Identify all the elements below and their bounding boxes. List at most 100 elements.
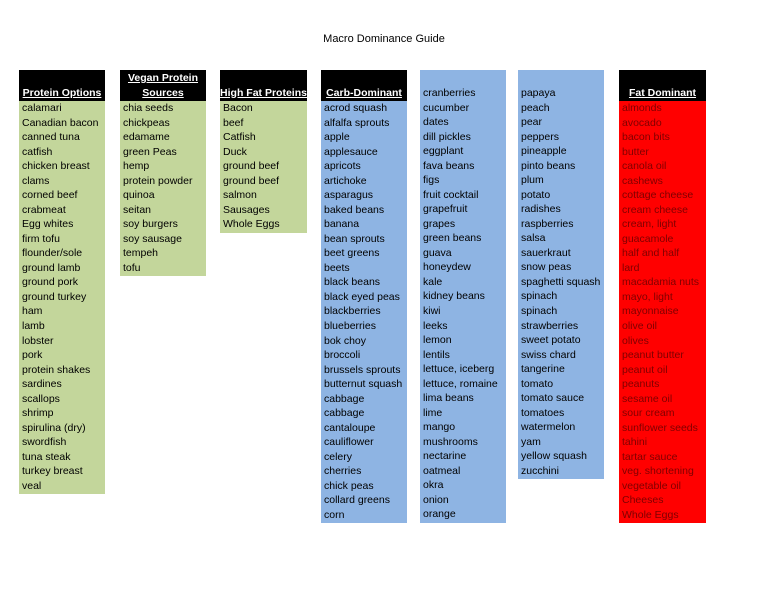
food-item: asparagus [324, 189, 374, 202]
food-item: tahini [622, 436, 648, 449]
food-item: cantaloupe [324, 421, 376, 434]
food-item: tempeh [123, 247, 159, 260]
food-item: brussels sprouts [324, 363, 401, 376]
food-item: bacon bits [622, 131, 670, 144]
food-item: canned tuna [22, 131, 80, 144]
column: Carb-Dominant acrod squash alfalfa sprouts… [321, 70, 407, 524]
food-item: acrod squash [324, 102, 388, 114]
food-item: tomato sauce [521, 392, 585, 405]
food-item: lard [622, 261, 640, 274]
food-item: corned beef [22, 189, 78, 202]
food-item: lamb [22, 319, 45, 332]
food-item: kidney beans [423, 290, 485, 303]
header-line: Vegan Protein [127, 72, 199, 84]
food-item: firm tofu [22, 232, 60, 245]
food-item: seitan [123, 203, 152, 216]
food-item: eggplant [423, 145, 464, 158]
food-item: Bacon [223, 102, 253, 114]
food-item: sardines [22, 378, 62, 391]
food-item: edamame [123, 131, 170, 144]
column-body: Bacon beef Catfish Duck ground beef ground be… [220, 101, 307, 233]
food-item: honeydew [423, 261, 471, 274]
food-item: soy sausage [123, 232, 182, 245]
food-item: ground beef [223, 174, 280, 187]
food-item: turkey breast [22, 465, 83, 478]
food-item: cauliflower [324, 436, 374, 449]
food-item: mushrooms [423, 435, 478, 448]
food-item: avocado [622, 116, 662, 129]
column-body: calamari Canadian bacon canned tuna catfish… [19, 101, 105, 495]
food-item: spinach [521, 290, 558, 303]
food-item: dates [423, 116, 449, 129]
food-item: okra [423, 479, 444, 492]
food-item: dill pickles [423, 130, 471, 143]
food-item: crabmeat [22, 203, 66, 216]
column-header: Carb-Dominant [321, 70, 407, 101]
food-item: canola oil [622, 160, 667, 173]
food-item: Catfish [223, 131, 256, 144]
food-item: watermelon [521, 421, 576, 434]
food-item: apricots [324, 160, 361, 173]
food-item: collard greens [324, 494, 390, 507]
food-item: sesame oil [622, 392, 673, 405]
food-item: tartar sauce [622, 450, 678, 463]
food-item: figs [423, 174, 440, 187]
header-line: Sources [142, 86, 184, 99]
food-item: applesauce [324, 145, 378, 158]
food-item: black eyed peas [324, 290, 400, 303]
food-item: soy burgers [123, 218, 178, 231]
food-item: cherries [324, 465, 362, 478]
food-item: spaghetti squash [521, 275, 601, 288]
food-item: beets [324, 261, 350, 274]
food-item: pinto beans [521, 159, 576, 172]
food-item: Whole Eggs [622, 508, 679, 521]
food-item: Duck [223, 145, 247, 158]
food-item: Canadian bacon [22, 116, 99, 129]
column-body: acrod squash alfalfa sprouts apple applesau… [321, 101, 407, 524]
food-item: beef [223, 116, 244, 129]
food-item: sweet potato [521, 334, 581, 347]
food-item: orange [423, 508, 456, 521]
food-item: clams [22, 174, 50, 187]
food-item: chick peas [324, 479, 374, 492]
food-item: potato [521, 188, 551, 201]
food-item: Sausages [223, 203, 270, 216]
food-item: broccoli [324, 349, 361, 362]
food-item: Whole Eggs [223, 218, 280, 231]
food-item: papaya [521, 87, 556, 99]
food-item: peanuts [622, 378, 660, 391]
food-item: grapes [423, 217, 456, 230]
column: High Fat Proteins Bacon beef Catfish Duck gro… [220, 70, 307, 233]
food-item: cabbage [324, 392, 365, 405]
food-item: flounder/sole [22, 247, 83, 260]
food-item: oatmeal [423, 464, 461, 477]
food-item: strawberries [521, 319, 579, 332]
food-item: fava beans [423, 159, 475, 172]
food-item: kiwi [423, 304, 441, 317]
food-item: lima beans [423, 392, 474, 405]
food-item: fruit cocktail [423, 188, 479, 201]
column-body: chia seeds chickpeas edamame green Peas hemp… [120, 101, 206, 277]
food-item: cranberries [423, 87, 476, 99]
food-item: snow peas [521, 261, 572, 274]
food-item: protein shakes [22, 363, 91, 376]
food-item: corn [324, 508, 345, 521]
food-item: hemp [123, 160, 150, 173]
column-body: cranberries cucumber dates dill pickles eggp… [420, 70, 506, 523]
food-item: pear [521, 116, 543, 129]
food-item: spirulina (dry) [22, 421, 86, 434]
food-item: leeks [423, 319, 448, 332]
food-item: tofu [123, 261, 141, 274]
food-item: banana [324, 218, 360, 231]
food-item: onion [423, 493, 449, 506]
food-item: ground beef [223, 160, 280, 173]
food-item: guava [423, 246, 452, 259]
food-item: sunflower seeds [622, 421, 698, 434]
food-item: quinoa [123, 189, 155, 202]
food-item: blueberries [324, 319, 376, 332]
food-item: shrimp [22, 407, 54, 420]
food-item: swiss chard [521, 348, 576, 361]
food-item: sauerkraut [521, 246, 571, 259]
food-item: veal [22, 479, 42, 492]
column: cranberries cucumber dates dill pickles eggp… [420, 70, 506, 523]
